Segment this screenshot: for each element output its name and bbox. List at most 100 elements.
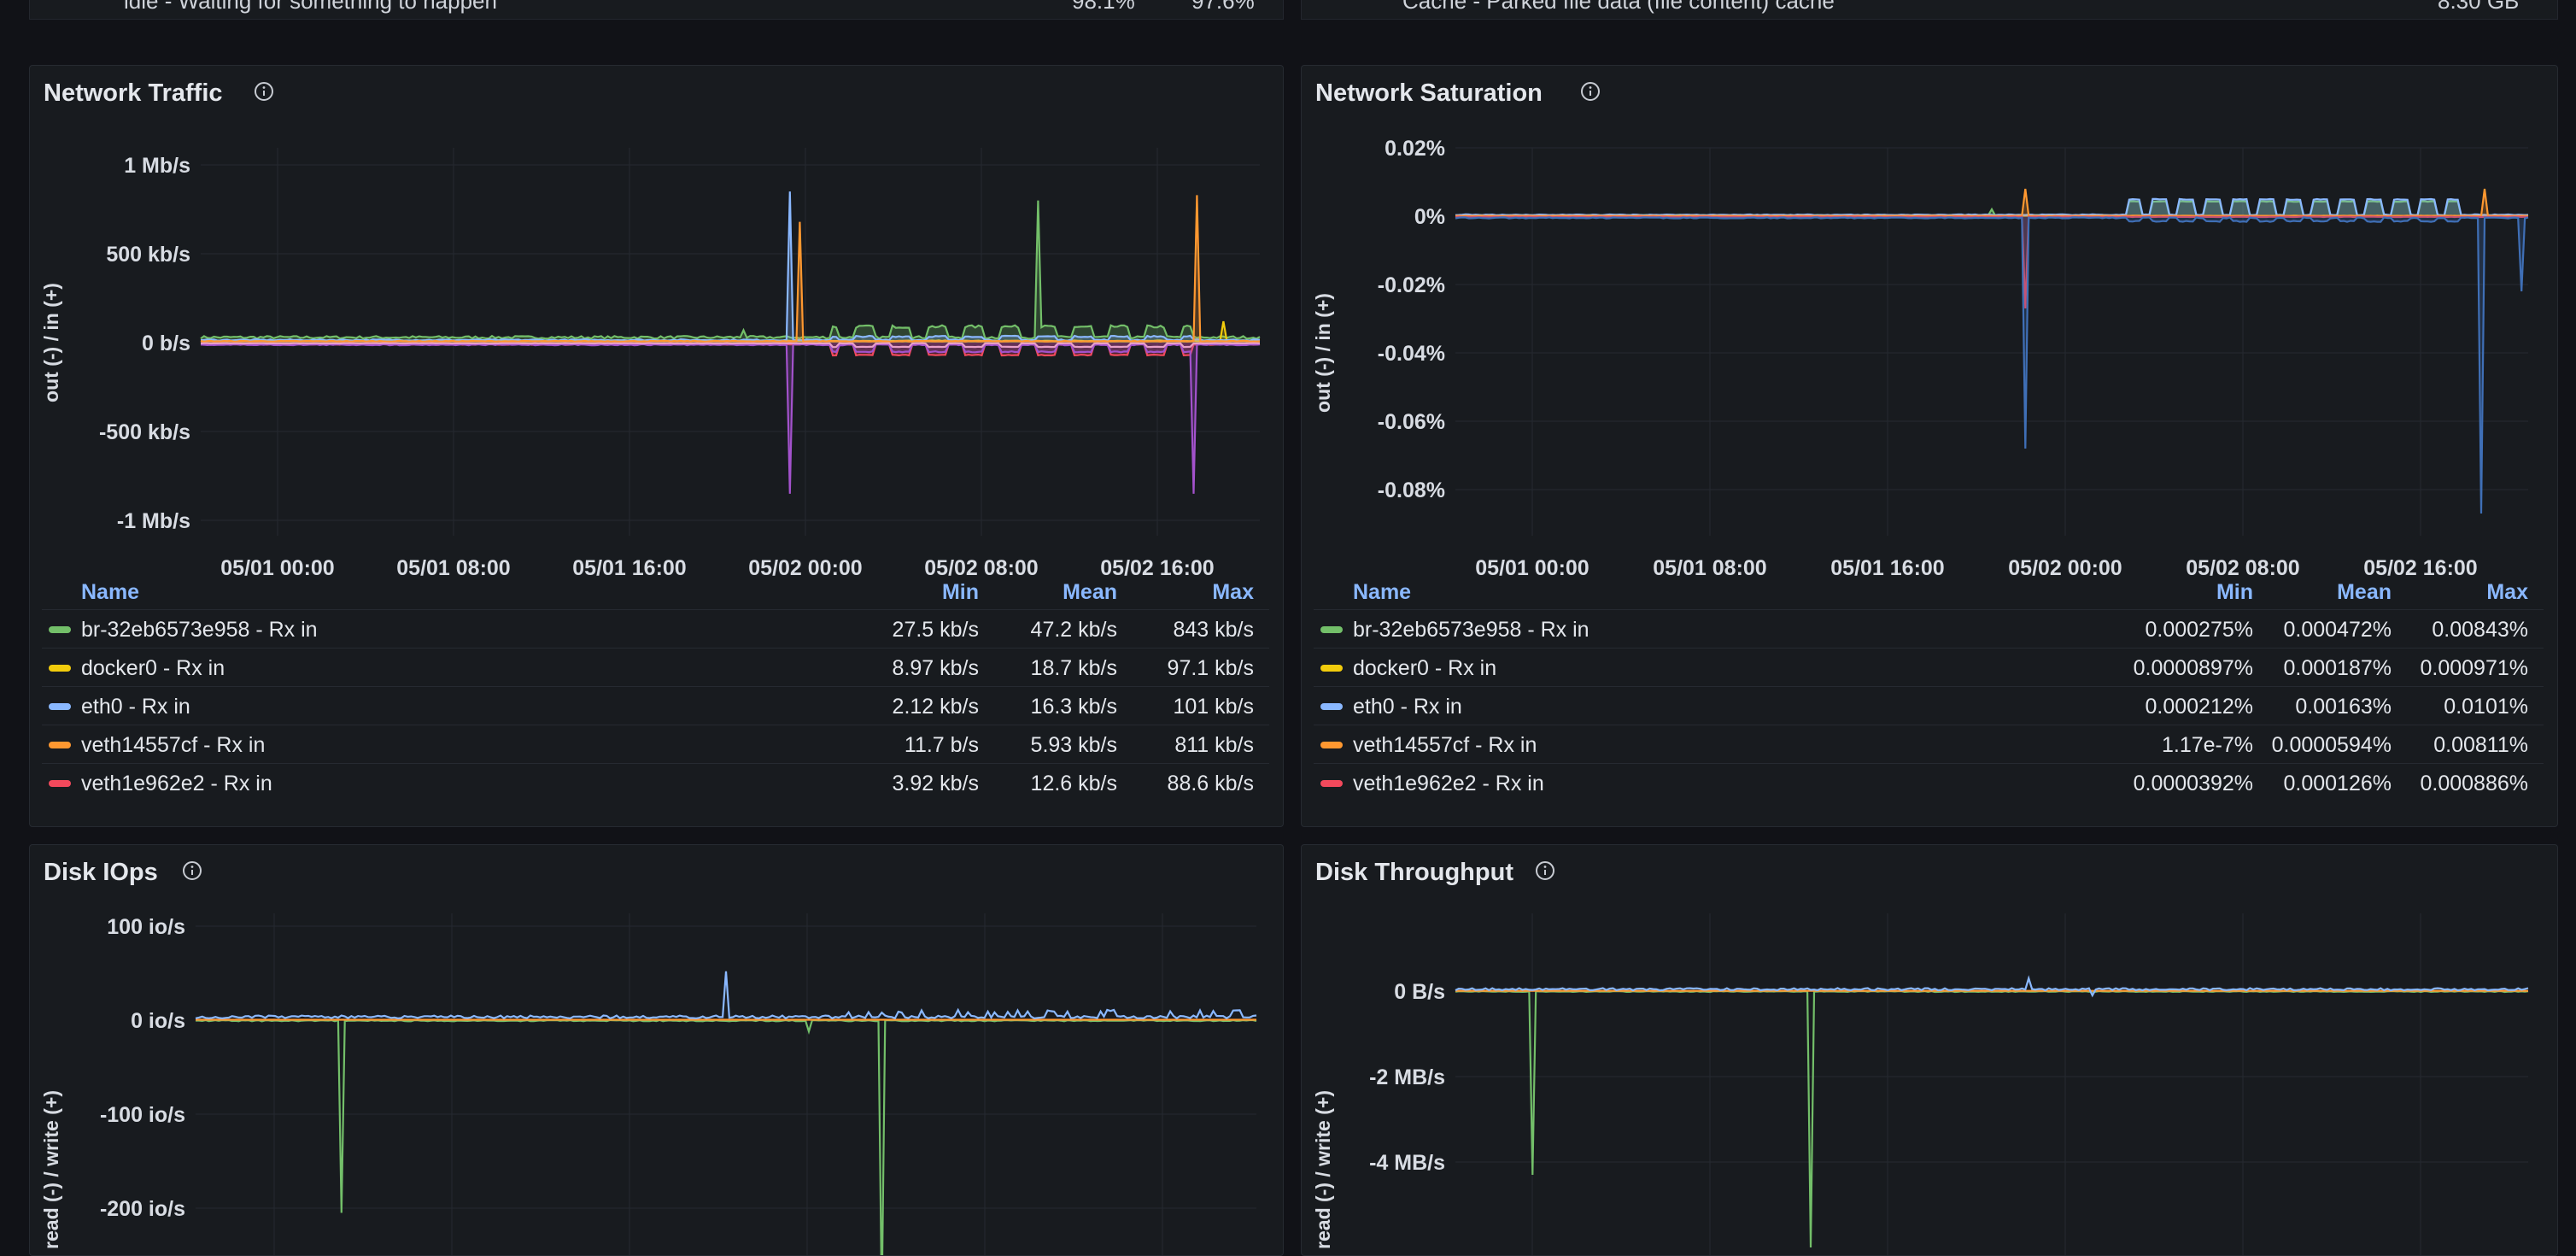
top-right-row-v1: 8.30 GB bbox=[2438, 0, 2519, 15]
legend-header-mean[interactable]: Mean bbox=[2337, 580, 2392, 605]
legend-header-mean[interactable]: Mean bbox=[1063, 580, 1117, 605]
legend-max-value: 101 kb/s bbox=[1173, 695, 1254, 719]
veth14557cf-series-line bbox=[201, 195, 1260, 341]
legend-color-swatch bbox=[1320, 665, 1343, 672]
read-series-line bbox=[1455, 991, 2528, 1247]
legend-header-max[interactable]: Max bbox=[1212, 580, 1254, 605]
legend-color-swatch bbox=[49, 742, 71, 748]
legend-header-min[interactable]: Min bbox=[942, 580, 979, 605]
legend-max-value: 0.0101% bbox=[2444, 695, 2528, 719]
y-tick-label: -0.02% bbox=[1378, 273, 1445, 297]
legend-header-max[interactable]: Max bbox=[2486, 580, 2528, 605]
legend-max-value: 0.00843% bbox=[2432, 618, 2528, 643]
legend-color-swatch bbox=[49, 703, 71, 710]
y-tick-label: 500 kb/s bbox=[106, 243, 190, 267]
y-tick-label: -500 kb/s bbox=[99, 420, 190, 444]
legend-series-name: br-32eb6573e958 - Rx in bbox=[81, 618, 318, 643]
legend-series-name: veth14557cf - Rx in bbox=[1353, 733, 1537, 758]
legend-color-swatch bbox=[1320, 703, 1343, 710]
x-tick-label: 05/01 16:00 bbox=[1830, 556, 1944, 578]
legend-color-swatch bbox=[49, 780, 71, 787]
x-tick-label: 05/02 16:00 bbox=[2363, 556, 2477, 578]
legend-mean-value: 47.2 kb/s bbox=[1031, 618, 1117, 643]
x-tick-label: 05/01 08:00 bbox=[396, 556, 510, 578]
top-left-partial-panel: idle - Waiting for something to happen 9… bbox=[29, 0, 1284, 20]
x-tick-label: 05/01 16:00 bbox=[572, 556, 686, 578]
legend-min-value: 27.5 kb/s bbox=[893, 618, 979, 643]
legend-max-value: 811 kb/s bbox=[1174, 733, 1254, 758]
br-series-area bbox=[201, 201, 1260, 343]
top-right-partial-panel: Cache - Parked file data (file content) … bbox=[1301, 0, 2558, 20]
legend-header-min[interactable]: Min bbox=[2216, 580, 2253, 605]
legend-series-name: veth1e962e2 - Rx in bbox=[81, 772, 272, 796]
veth1e962e2-series-area bbox=[1455, 216, 2528, 308]
legend-item[interactable]: docker0 - Rx in 8.97 kb/s 18.7 kb/s 97.1 kb… bbox=[42, 648, 1269, 686]
legend-series-name: br-32eb6573e958 - Rx in bbox=[1353, 618, 1590, 643]
legend-color-swatch bbox=[1320, 780, 1343, 787]
y-tick-label: 0% bbox=[1414, 205, 1445, 229]
y-axis-label: out (-) / in (+) bbox=[40, 283, 62, 402]
y-axis-label: out (-) / in (+) bbox=[1312, 293, 1334, 413]
veth14557cf-series-area bbox=[201, 195, 1260, 343]
legend-max-value: 88.6 kb/s bbox=[1168, 772, 1254, 796]
write-series-line bbox=[1455, 978, 2528, 995]
legend-mean-value: 16.3 kb/s bbox=[1031, 695, 1117, 719]
legend-color-swatch bbox=[1320, 742, 1343, 748]
legend-min-value: 1.17e-7% bbox=[2162, 733, 2253, 758]
tx-series-area bbox=[201, 343, 1260, 494]
y-tick-label: 0.02% bbox=[1385, 137, 1445, 161]
network-saturation-chart[interactable]: 0.02%0%-0.02%-0.04%-0.06%-0.08%05/01 00:… bbox=[1302, 66, 2557, 578]
legend-color-swatch bbox=[49, 626, 71, 633]
tx-series-line bbox=[1455, 217, 2528, 514]
legend-item[interactable]: veth14557cf - Rx in 1.17e-7% 0.0000594% 0.0… bbox=[1314, 725, 2544, 763]
legend-max-value: 97.1 kb/s bbox=[1168, 656, 1254, 681]
eth0-series-area bbox=[201, 191, 1260, 343]
legend-mean-value: 0.000187% bbox=[2283, 656, 2392, 681]
legend-min-value: 3.92 kb/s bbox=[893, 772, 979, 796]
legend-max-value: 0.00811% bbox=[2433, 733, 2528, 758]
y-tick-label: -0.04% bbox=[1378, 342, 1445, 366]
legend-item[interactable]: br-32eb6573e958 - Rx in 27.5 kb/s 47.2 kb/… bbox=[42, 609, 1269, 648]
x-tick-label: 05/02 00:00 bbox=[748, 556, 862, 578]
eth0-series-line bbox=[201, 191, 1260, 341]
y-tick-label: -200 io/s bbox=[100, 1197, 185, 1221]
veth1e962e2-series-line bbox=[1455, 217, 2528, 308]
legend-series-name: docker0 - Rx in bbox=[81, 656, 225, 681]
legend-series-name: veth14557cf - Rx in bbox=[81, 733, 265, 758]
legend-mean-value: 18.7 kb/s bbox=[1031, 656, 1117, 681]
y-tick-label: 0 io/s bbox=[131, 1009, 185, 1033]
y-axis-label: read (-) / write (+) bbox=[1312, 1090, 1334, 1249]
legend-min-value: 0.0000897% bbox=[2134, 656, 2253, 681]
network-saturation-panel[interactable]: Network Saturation 0.02%0%-0.02%-0.04%-0… bbox=[1301, 65, 2558, 827]
top-right-row-label: Cache - Parked file data (file content) … bbox=[1402, 0, 1835, 15]
legend-max-value: 0.000971% bbox=[2420, 656, 2528, 681]
x-tick-label: 05/02 00:00 bbox=[2008, 556, 2122, 578]
y-tick-label: -4 MB/s bbox=[1369, 1151, 1445, 1175]
legend-min-value: 8.97 kb/s bbox=[893, 656, 979, 681]
legend-mean-value: 0.000126% bbox=[2283, 772, 2392, 796]
legend-mean-value: 0.0000594% bbox=[2272, 733, 2392, 758]
x-tick-label: 05/02 08:00 bbox=[2186, 556, 2299, 578]
legend-min-value: 0.000275% bbox=[2145, 618, 2253, 643]
y-tick-label: -0.08% bbox=[1378, 478, 1445, 502]
y-tick-label: -0.06% bbox=[1378, 410, 1445, 434]
br-series-line bbox=[201, 201, 1260, 339]
top-left-row-label: idle - Waiting for something to happen bbox=[124, 0, 497, 15]
